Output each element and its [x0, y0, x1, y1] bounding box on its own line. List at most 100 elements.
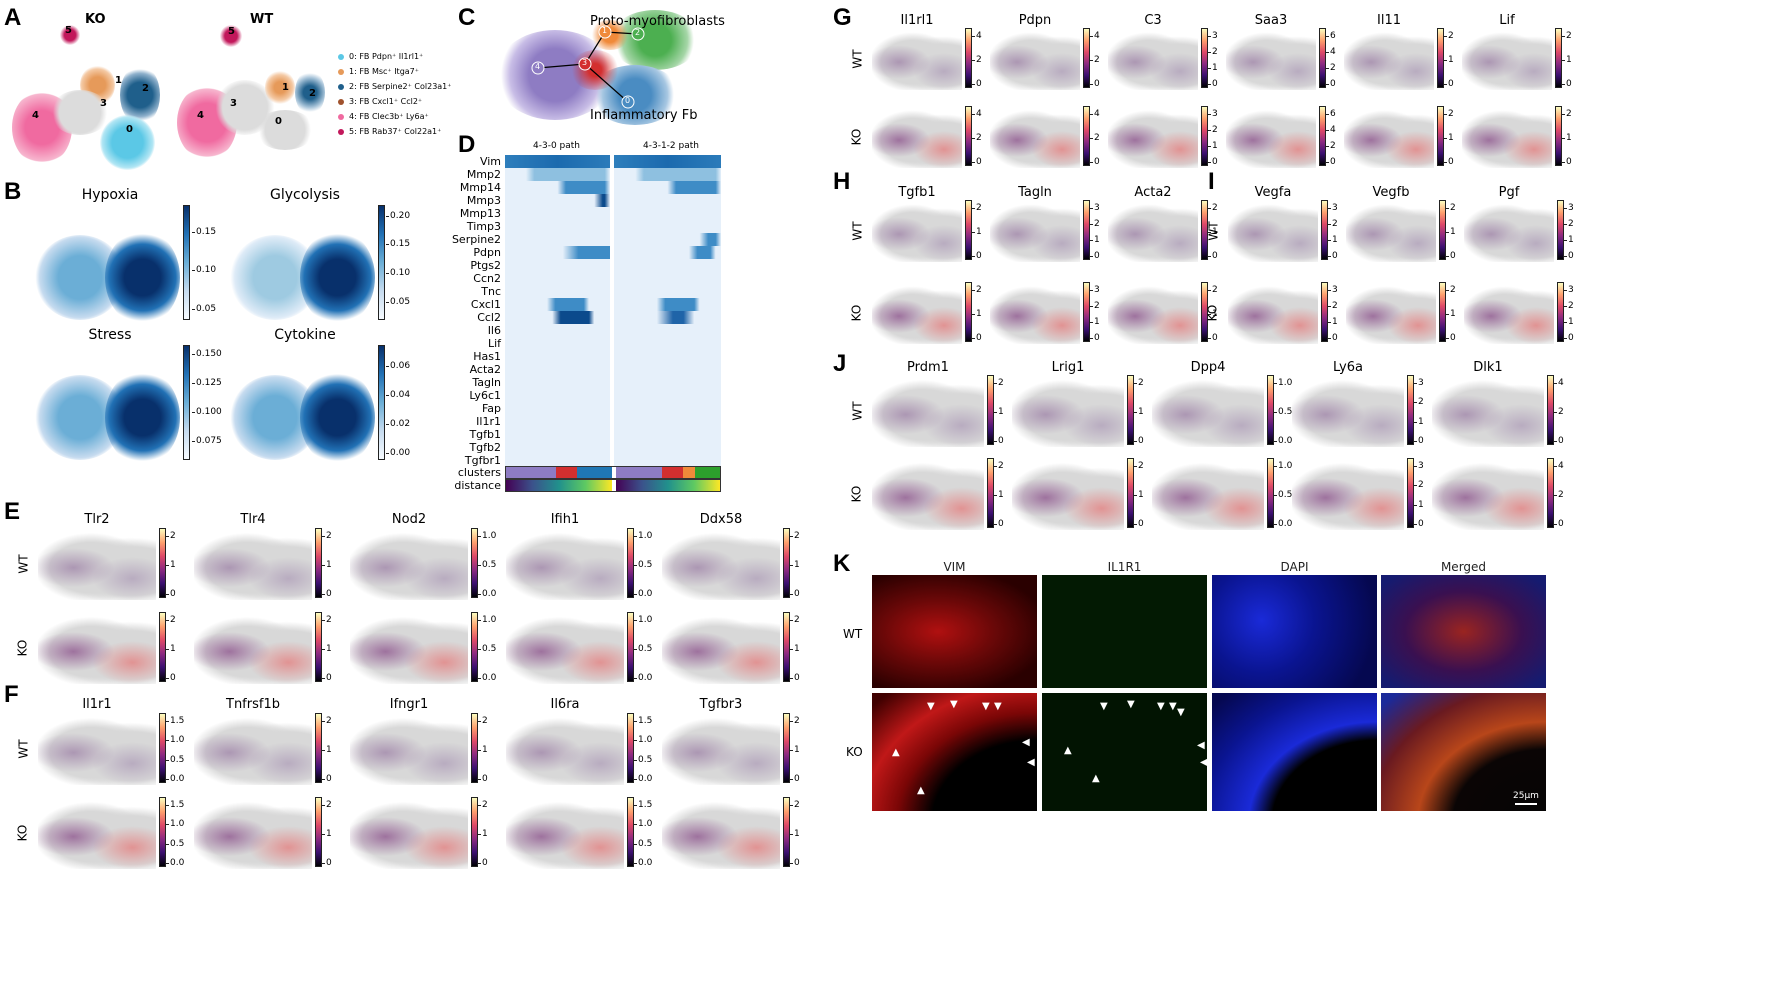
colorbar-tick: 1	[1134, 407, 1144, 417]
umap-ko	[990, 282, 1080, 344]
heatmap-gene-labels: Vim Mmp2 Mmp14 Mmp3 Mmp13 Timp3 Serpine2 Pdpn Pt…	[441, 155, 501, 495]
colorbar-tick: 1	[1208, 309, 1218, 319]
umap-ko	[506, 797, 624, 869]
colorbar-tick: 1	[1208, 63, 1218, 73]
colorbar-tick: 1.0	[633, 819, 653, 830]
heatmap-gene-label: Fap	[481, 402, 501, 415]
colorbar-tick: 1	[166, 644, 176, 654]
colorbar	[1547, 458, 1554, 528]
row-label-ko: KO	[846, 745, 863, 759]
colorbar	[315, 528, 322, 598]
umap-wt	[1108, 28, 1198, 90]
umap-ko	[350, 612, 468, 684]
condition-label-ko: KO	[15, 824, 30, 842]
colorbar	[315, 612, 322, 682]
colorbar-tick: 1	[1446, 227, 1456, 237]
channel-title-merged: Merged	[1440, 560, 1487, 574]
colorbar-tick: 4	[972, 31, 982, 41]
colorbar-tick: 2	[1446, 285, 1456, 295]
colorbar	[1557, 200, 1564, 260]
colorbar-tick: 2	[1444, 109, 1454, 119]
colorbar-tick: 0.5	[633, 560, 653, 570]
umap-ko	[194, 797, 312, 869]
colorbar-cytokine	[378, 345, 385, 460]
heatmap-gene-label: Lif	[487, 337, 501, 350]
gene-title: Il1rl1	[900, 13, 934, 28]
colorbar	[1083, 200, 1090, 260]
colorbar-tick: 0	[1446, 251, 1456, 261]
colorbar	[783, 797, 790, 867]
colorbar-tick: 2	[790, 615, 800, 625]
colorbar-tick: 0	[1444, 157, 1454, 167]
channel-title-dapi: DAPI	[1280, 560, 1309, 574]
umap-hypoxia	[35, 205, 180, 325]
heatmap-row	[505, 441, 610, 454]
heatmap-row	[614, 402, 721, 415]
colorbar-tick: 2	[166, 615, 176, 625]
gene-title: Il6ra	[550, 697, 580, 712]
colorbar-tick: 0	[1564, 333, 1574, 343]
umap-ko	[1346, 282, 1436, 344]
colorbar-tick: 1	[1208, 227, 1218, 237]
colorbar-tick: 0	[1326, 157, 1336, 167]
colorbar-tick: 1	[1414, 416, 1424, 427]
heatmap-gene-label: Tgfb2	[469, 441, 501, 454]
colorbar-tick: 2	[322, 531, 332, 541]
colorbar-tick: 0	[166, 673, 176, 683]
colorbar-tick: 1	[972, 309, 982, 319]
colorbar-tick: 4	[972, 109, 982, 119]
colorbar	[1439, 200, 1446, 260]
scale-bar	[1515, 803, 1537, 805]
colorbar-tick: 2	[994, 461, 1004, 471]
colorbar	[965, 200, 972, 260]
colorbar-tick: 3	[1414, 378, 1424, 388]
colorbar-tick: 3	[1090, 285, 1100, 295]
colorbar	[1127, 375, 1134, 445]
image-wt-merged	[1381, 575, 1546, 688]
colorbar-tick: 0	[790, 673, 800, 683]
legend-item: 0: FB Pdpn⁺ Il1rl1⁺	[338, 52, 423, 61]
panel-label-j: J	[833, 350, 847, 377]
colorbar-tick: 1	[1134, 490, 1144, 500]
condition-label-wt: WT	[16, 739, 31, 759]
condition-label-ko: KO	[849, 304, 864, 322]
colorbar-tick: 1.5	[633, 716, 653, 726]
gene-title: Il11	[1377, 13, 1401, 28]
umap-wt	[38, 713, 156, 785]
colorbar	[783, 612, 790, 682]
colorbar-tick: 1	[1564, 317, 1574, 327]
colorbar-tick: 1	[1090, 235, 1100, 245]
colorbar-tick: 0	[1414, 436, 1424, 446]
legend-item: 4: FB Clec3b⁺ Ly6a⁺	[338, 112, 429, 121]
gene-title: Tlr2	[84, 512, 110, 527]
panel-a-title-ko: KO	[85, 12, 106, 27]
colorbar-tick: 1	[478, 829, 488, 839]
colorbar-tick: 4	[1326, 125, 1336, 135]
gene-title: Lif	[1499, 13, 1515, 28]
heatmap-row	[614, 389, 721, 402]
heatmap-gene-label: Pdpn	[473, 246, 501, 259]
image-wt-il1r1	[1042, 575, 1207, 688]
colorbar	[1547, 375, 1554, 445]
colorbar-tick: 2	[478, 716, 488, 726]
heatmap-gene-label: Ccn2	[473, 272, 501, 285]
colorbar	[965, 28, 972, 88]
colorbar-tick: 3	[1328, 285, 1338, 295]
condition-label-ko: KO	[1205, 304, 1220, 322]
colorbar-tick: 0.5	[633, 754, 653, 765]
svg-text:▲: ▲	[1064, 745, 1072, 756]
label-proto-myofibroblasts: Proto-myofibroblasts	[590, 14, 725, 29]
condition-label-wt: WT	[1206, 221, 1221, 241]
heatmap-gene-label: Acta2	[469, 363, 501, 376]
heatmap-gene-label: Timp3	[466, 220, 501, 233]
colorbar-tick: 0	[1134, 436, 1144, 446]
colorbar-tick: 1.0	[165, 819, 185, 830]
umap-wt	[350, 713, 468, 785]
heatmap-row	[505, 181, 610, 194]
svg-text:▼: ▼	[1127, 699, 1135, 710]
colorbar	[159, 713, 166, 783]
panel-label-d: D	[458, 131, 476, 158]
colorbar-tick: 1.0	[165, 735, 185, 746]
svg-text:▼: ▼	[1100, 701, 1108, 712]
gene-title: Dlk1	[1473, 360, 1503, 375]
